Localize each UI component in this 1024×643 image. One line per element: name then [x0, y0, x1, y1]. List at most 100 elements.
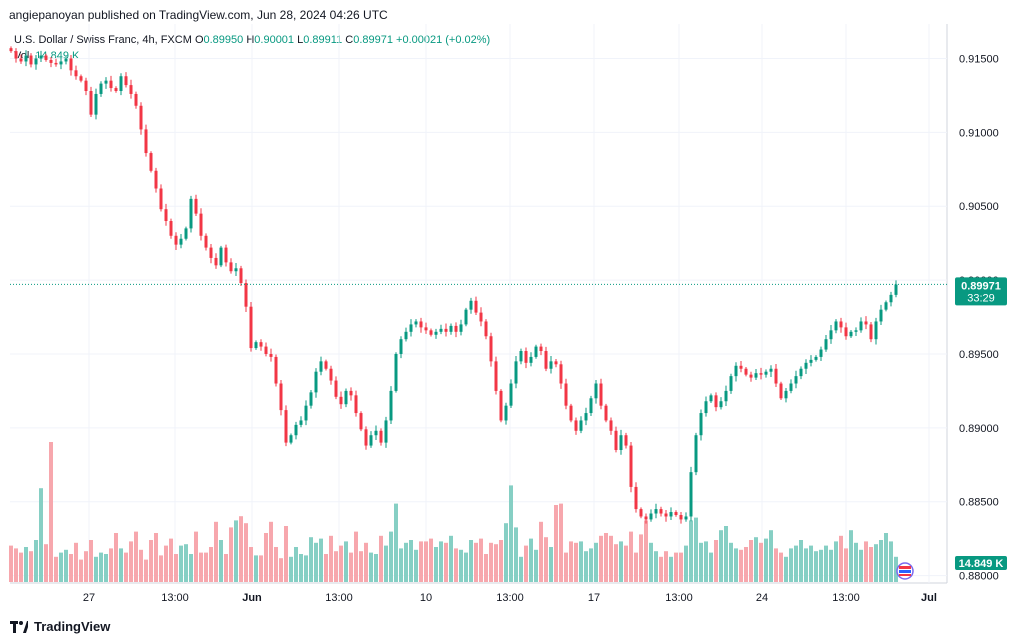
- volume-bar: [19, 552, 23, 582]
- volume-bar: [584, 551, 588, 582]
- volume-bar: [224, 554, 228, 582]
- volume-bar: [664, 551, 668, 582]
- volume-bar: [29, 551, 33, 582]
- volume-bar: [714, 540, 718, 582]
- candle-body: [539, 346, 543, 352]
- volume-bar: [464, 552, 468, 582]
- y-tick-label: 0.91000: [959, 127, 999, 139]
- candle-body: [634, 486, 638, 510]
- low-value: 0.89911: [303, 34, 343, 46]
- volume-bar: [314, 542, 318, 582]
- volume-bar: [834, 541, 838, 582]
- volume-bar: [619, 541, 623, 582]
- symbol-label[interactable]: U.S. Dollar / Swiss Franc, 4h, FXCM: [14, 34, 192, 46]
- candle-body: [64, 58, 68, 62]
- candle-body: [864, 321, 868, 325]
- candle-body: [104, 80, 108, 84]
- volume-bar: [504, 523, 508, 582]
- volume-bar: [589, 548, 593, 582]
- volume-bar: [109, 548, 113, 582]
- candle-body: [509, 383, 513, 406]
- candle-body: [429, 330, 433, 335]
- candle-body: [299, 420, 303, 425]
- candle-body: [419, 321, 423, 328]
- volume-bar: [164, 545, 168, 582]
- candle-body: [229, 262, 233, 272]
- candle-body: [39, 55, 43, 59]
- candle-body: [349, 390, 353, 396]
- volume-bar: [829, 549, 833, 582]
- candle-body: [99, 83, 103, 94]
- volume-bar: [779, 552, 783, 582]
- volume-bar: [529, 538, 533, 582]
- last-price-label: 0.89971: [961, 280, 1001, 292]
- candle-body: [859, 321, 863, 331]
- volume-bar: [449, 535, 453, 582]
- x-tick-label: Jul: [921, 592, 937, 604]
- candle-body: [599, 383, 603, 406]
- x-tick-label: 13:00: [665, 592, 693, 604]
- candle-body: [124, 76, 128, 86]
- volume-bar: [459, 549, 463, 582]
- last-price-badge[interactable]: [955, 277, 1007, 306]
- volume-bar: [694, 517, 698, 582]
- candle-body: [679, 514, 683, 520]
- publish-text: angiepanoyan published on TradingView.co…: [9, 8, 388, 22]
- candle-body: [804, 362, 808, 369]
- candle-body: [264, 346, 268, 354]
- candle-body: [294, 424, 298, 436]
- volume-bar: [64, 549, 68, 582]
- candle-body: [389, 390, 393, 421]
- volume-badge[interactable]: [955, 556, 1007, 570]
- volume-bar: [474, 542, 478, 582]
- candle-body: [59, 61, 63, 65]
- volume-bar: [684, 545, 688, 582]
- volume-bar: [784, 556, 788, 582]
- candle-body: [664, 513, 668, 517]
- volume-bar: [569, 541, 573, 582]
- candle-body: [334, 380, 338, 397]
- candle-body: [484, 321, 488, 337]
- candle-body: [829, 330, 833, 340]
- volume-bar: [309, 537, 313, 582]
- volume-bar: [534, 549, 538, 582]
- candle-body: [359, 413, 363, 430]
- candle-body: [684, 516, 688, 520]
- candle-body: [109, 80, 113, 89]
- candle-body: [544, 351, 548, 369]
- candle-body: [249, 306, 253, 349]
- candle-body: [669, 512, 673, 517]
- candle-body: [79, 76, 83, 81]
- open-value: 0.89950: [203, 34, 244, 46]
- candle-body: [619, 435, 623, 450]
- candle-body: [129, 85, 133, 94]
- volume-bar: [629, 531, 633, 582]
- candle-body: [894, 284, 898, 295]
- volume-bar: [709, 552, 713, 582]
- high-value: 0.90001: [254, 34, 295, 46]
- volume-bar: [229, 527, 233, 582]
- event-flag-stripe-icon: [899, 574, 911, 576]
- volume-bar: [874, 544, 878, 582]
- volume-bar: [389, 531, 393, 582]
- candle-body: [694, 435, 698, 473]
- candle-body: [559, 364, 563, 384]
- candle-body: [709, 395, 713, 402]
- candle-body: [734, 365, 738, 377]
- candle-body: [639, 509, 643, 517]
- candle-body: [139, 105, 143, 130]
- candle-body: [844, 327, 848, 337]
- volume-bar: [519, 556, 523, 582]
- volume-bar: [849, 530, 853, 582]
- x-tick-label: 13:00: [832, 592, 860, 604]
- volume-bar: [594, 542, 598, 582]
- volume-bar: [409, 540, 413, 582]
- candle-body: [344, 390, 348, 405]
- candle-body: [94, 93, 98, 115]
- x-tick-label: 13:00: [325, 592, 353, 604]
- y-tick-label: 0.88500: [959, 497, 999, 509]
- volume-bar: [364, 542, 368, 582]
- volume-bar: [134, 531, 138, 582]
- volume-bar: [99, 552, 103, 582]
